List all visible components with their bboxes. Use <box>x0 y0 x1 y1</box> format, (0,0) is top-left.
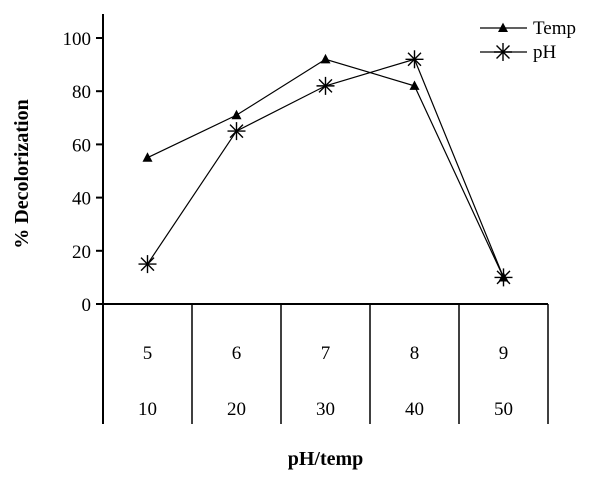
legend: Temp pH <box>480 18 576 63</box>
data-point-asterisk <box>494 43 512 61</box>
data-point-asterisk <box>227 122 246 141</box>
series-layer <box>138 50 513 287</box>
data-point-asterisk <box>138 255 157 274</box>
x-tick-label-temp: 30 <box>316 399 335 420</box>
legend-label: Temp <box>533 18 576 39</box>
y-tick-label: 80 <box>72 82 91 103</box>
data-point-triangle <box>498 22 508 33</box>
y-tick-label: 20 <box>72 242 91 263</box>
data-point-triangle <box>320 53 331 64</box>
y-axis-title: % Decolorization <box>11 99 33 248</box>
x-tick-label-temp: 20 <box>227 399 246 420</box>
legend-item-temp: Temp <box>480 18 576 39</box>
y-tick-label: 60 <box>72 135 91 156</box>
x-tick-label-ph: 6 <box>232 343 242 364</box>
x-axis-title: pH/temp <box>288 448 364 470</box>
data-point-asterisk <box>316 76 335 95</box>
x-tick-label-ph: 9 <box>499 343 509 364</box>
y-ticks: 0 20 40 60 80 100 <box>63 29 103 316</box>
y-tick-label: 100 <box>63 29 92 50</box>
data-point-asterisk <box>494 268 513 287</box>
y-tick-label: 0 <box>82 295 92 316</box>
data-point-triangle <box>409 80 420 90</box>
data-point-triangle <box>231 109 242 120</box>
data-point-triangle <box>142 152 153 162</box>
x-tick-label-temp: 10 <box>138 399 157 420</box>
legend-label: pH <box>533 42 557 63</box>
x-tick-label-temp: 50 <box>494 399 513 420</box>
x-tick-label-ph: 5 <box>143 343 153 364</box>
y-tick-label: 40 <box>72 189 91 210</box>
legend-item-ph: pH <box>480 42 557 63</box>
x-tick-label-temp: 40 <box>405 399 424 420</box>
axes <box>102 14 548 424</box>
x-tick-label-ph: 8 <box>410 343 420 364</box>
x-tick-label-ph: 7 <box>321 343 331 364</box>
series-ph <box>138 50 513 287</box>
data-point-asterisk <box>405 50 424 69</box>
category-table: 5 10 6 20 7 30 8 40 9 50 <box>138 304 549 424</box>
